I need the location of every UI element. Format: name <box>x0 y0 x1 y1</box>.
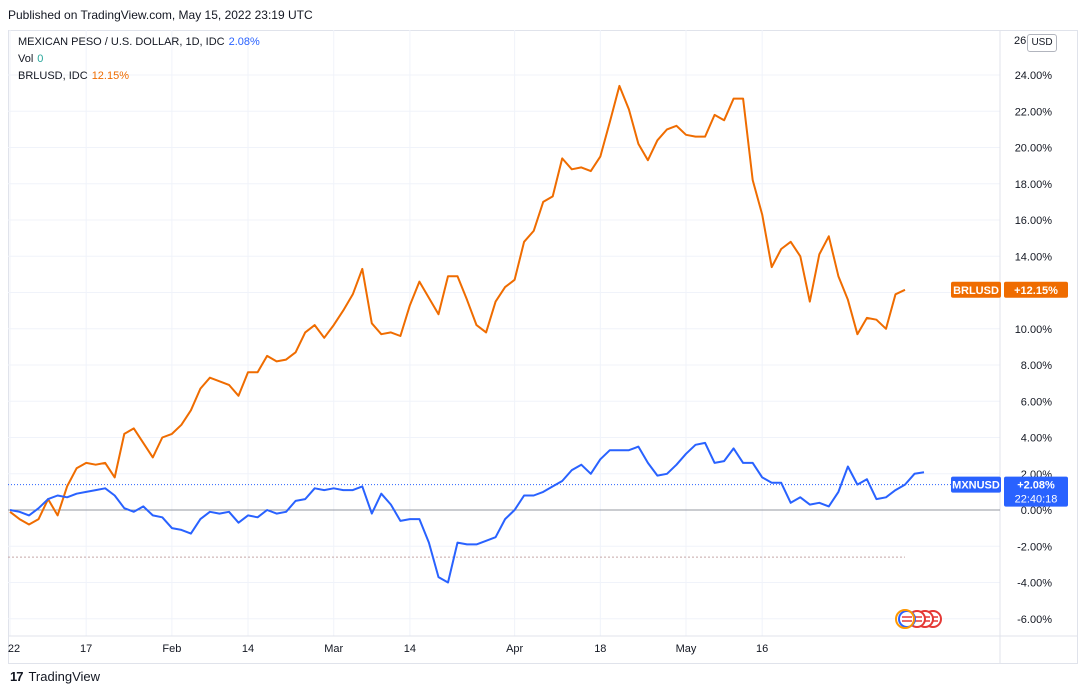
series-line-mxnusd <box>9 441 925 584</box>
x-tick-label: 14 <box>404 643 416 655</box>
price-label-name: BRLUSD <box>953 285 999 297</box>
y-tick-label: 18.00% <box>1015 179 1053 191</box>
legend-volume[interactable]: Vol 0 <box>18 53 43 65</box>
x-tick-label: Mar <box>324 643 343 655</box>
legend-main-change: 2.08% <box>228 36 260 48</box>
currency-flags-icon <box>895 609 942 629</box>
price-label-value: +2.08% <box>1017 480 1055 492</box>
price-label-value-bg <box>1004 281 1068 298</box>
chart-frame[interactable] <box>8 30 1078 664</box>
price-labels: BRLUSD +12.15% MXNUSD +2.08% 22:40:18 <box>951 281 1068 507</box>
legend-main[interactable]: MEXICAN PESO / U.S. DOLLAR, 1D, IDC 2.08% <box>18 36 260 48</box>
y-tick-label: 20.00% <box>1015 143 1053 155</box>
tradingview-brand: TradingView <box>28 669 101 684</box>
published-text: Published on TradingView.com, May 15, 20… <box>8 8 313 22</box>
legend-main-symbol: MEXICAN PESO / U.S. DOLLAR, 1D, IDC <box>18 36 225 48</box>
currency-scale-button[interactable]: USD <box>1027 34 1057 52</box>
x-tick-label: 16 <box>756 643 768 655</box>
y-tick-label-top: 26 <box>1014 35 1026 47</box>
y-axis: 24.00%22.00%20.00%18.00%16.00%14.00%12.0… <box>1014 35 1052 626</box>
price-label-name-bg <box>951 476 1001 493</box>
price-label-brlusd: BRLUSD +12.15% <box>951 281 1068 298</box>
series-line-brlusd <box>9 84 906 526</box>
price-label-name-bg <box>951 281 1001 298</box>
x-tick-label: 17 <box>80 643 92 655</box>
legend-compare-symbol: BRLUSD, IDC <box>18 70 88 82</box>
price-label-countdown: 22:40:18 <box>1015 494 1058 506</box>
legend-compare-change: 12.15% <box>91 70 129 82</box>
series-group <box>9 84 925 584</box>
x-tick-label: 14 <box>242 643 254 655</box>
legend-compare[interactable]: BRLUSD, IDC 12.15% <box>18 70 129 82</box>
legend-vol-label: Vol <box>18 53 34 65</box>
price-label-name: MXNUSD <box>952 480 1000 492</box>
tradingview-logo[interactable]: 17 TradingView <box>10 669 100 684</box>
price-label-mxnusd: MXNUSD +2.08% 22:40:18 <box>951 476 1068 507</box>
legend-vol-value: 0 <box>37 53 44 65</box>
x-tick-label: May <box>676 643 697 655</box>
price-label-value-bg <box>1004 476 1068 507</box>
y-tick-label: 16.00% <box>1015 215 1053 227</box>
x-tick-label: Apr <box>506 643 523 655</box>
y-tick-label: -4.00% <box>1017 578 1052 590</box>
x-axis: 22 17 Feb 14 Mar 14 Apr 18 May 16 <box>8 643 768 655</box>
reference-lines <box>8 484 1000 558</box>
y-tick-label: -2.00% <box>1017 541 1052 553</box>
tradingview-logo-icon: 17 <box>10 669 24 684</box>
y-tick-label: 8.00% <box>1021 360 1052 372</box>
y-tick-label: 14.00% <box>1015 251 1053 263</box>
y-tick-label: 10.00% <box>1015 324 1053 336</box>
grid <box>8 30 1078 664</box>
x-tick-label: Feb <box>162 643 181 655</box>
price-label-value: +12.15% <box>1014 285 1058 297</box>
y-tick-label: 6.00% <box>1021 396 1052 408</box>
flag-ring <box>895 609 915 629</box>
x-tick-label: 18 <box>594 643 606 655</box>
y-tick-label: 4.00% <box>1021 433 1052 445</box>
x-tick-label: 22 <box>8 643 20 655</box>
y-tick-label: 22.00% <box>1015 106 1053 118</box>
y-tick-label: 24.00% <box>1015 70 1053 82</box>
y-tick-label: -6.00% <box>1017 614 1052 626</box>
y-tick-label: 0.00% <box>1021 505 1052 517</box>
